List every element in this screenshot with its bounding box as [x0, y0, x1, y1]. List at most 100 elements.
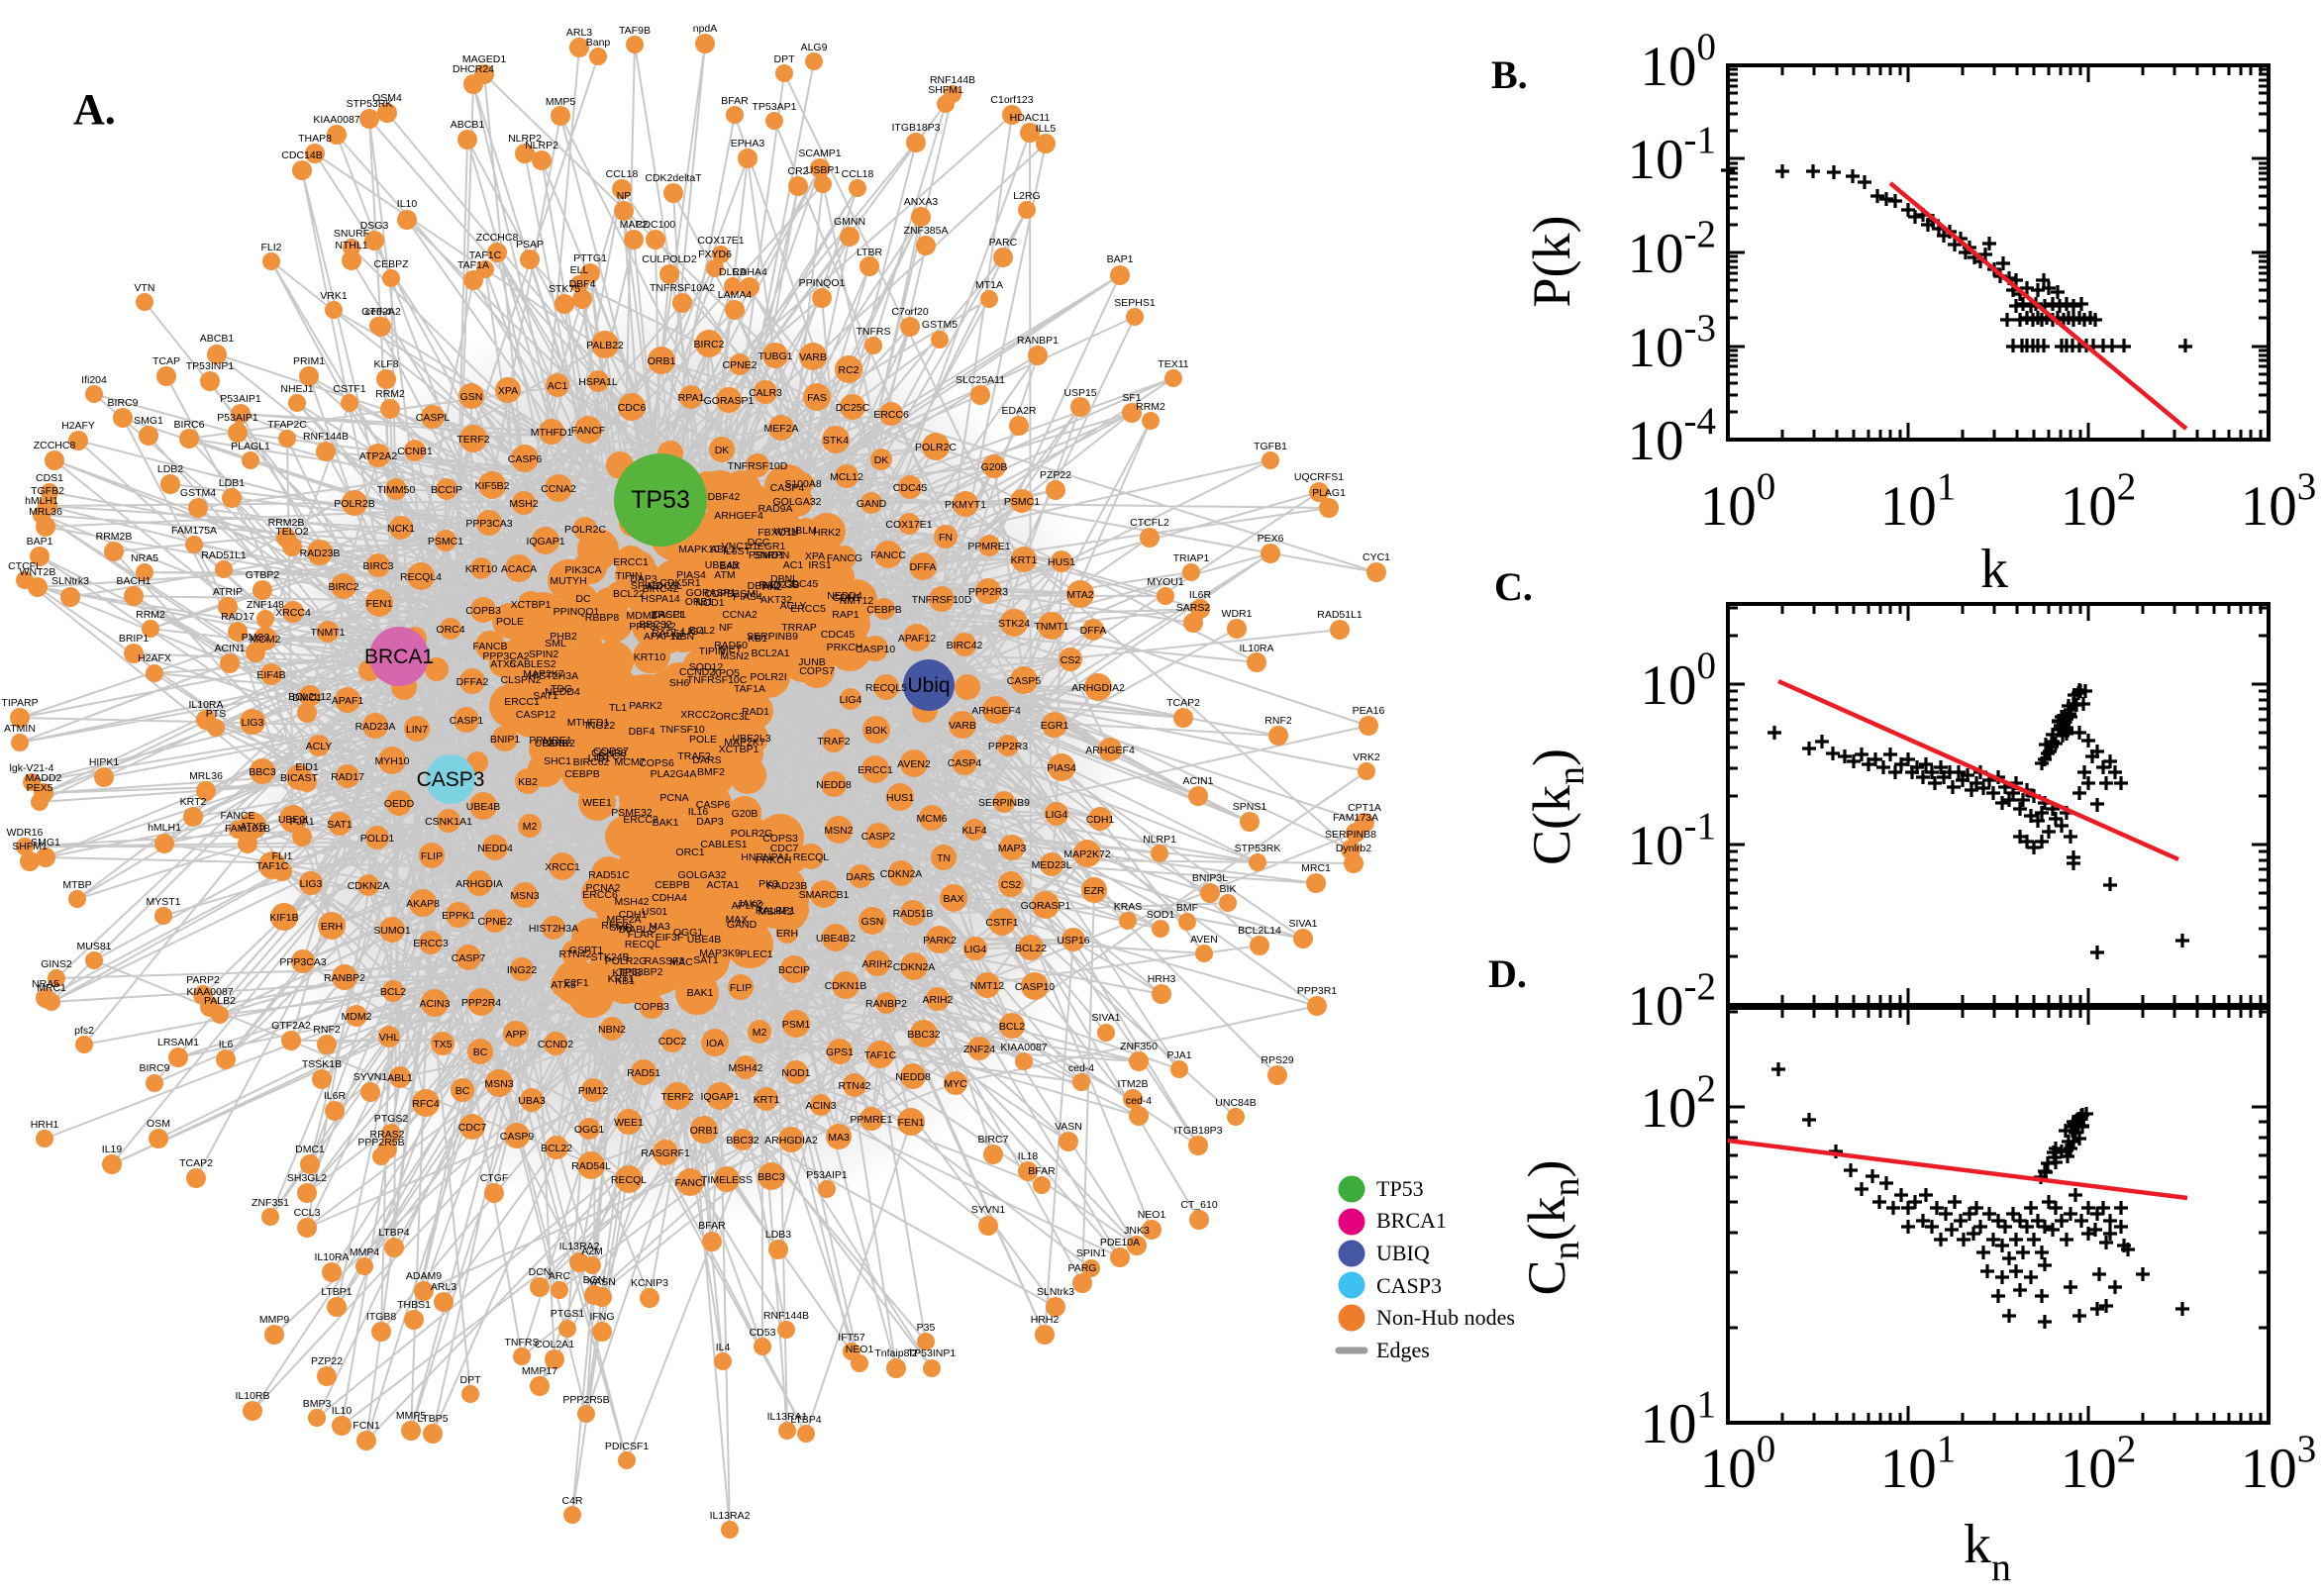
svg-text:RFC4: RFC4 [412, 1098, 440, 1110]
svg-text:VASN: VASN [1055, 1121, 1082, 1133]
svg-text:VRK2: VRK2 [1353, 751, 1380, 763]
svg-text:CASP3: CASP3 [1376, 1273, 1442, 1298]
svg-text:E2F1: E2F1 [563, 977, 588, 989]
svg-text:Banp: Banp [586, 37, 611, 49]
svg-text:BCL22: BCL22 [541, 1143, 572, 1154]
svg-text:DPT: DPT [774, 53, 796, 65]
svg-text:DARS: DARS [846, 871, 874, 883]
svg-text:ERCC1: ERCC1 [858, 764, 893, 776]
svg-text:CDKN2A: CDKN2A [893, 961, 936, 973]
svg-text:PPP3R1: PPP3R1 [1297, 985, 1337, 997]
svg-text:LDB3: LDB3 [765, 1229, 791, 1241]
svg-text:ANXA3: ANXA3 [904, 196, 939, 208]
svg-text:LTBP4: LTBP4 [790, 1414, 821, 1426]
svg-text:PZP22: PZP22 [1040, 469, 1071, 481]
svg-text:UBIQ: UBIQ [1376, 1241, 1430, 1265]
svg-text:EPHA3: EPHA3 [731, 138, 765, 150]
svg-text:MMP9: MMP9 [259, 1314, 289, 1326]
svg-text:LIG4: LIG4 [682, 626, 705, 638]
svg-text:P(k): P(k) [1522, 216, 1581, 308]
svg-text:PLAG1: PLAG1 [1312, 487, 1346, 499]
svg-text:CDC100: CDC100 [636, 219, 675, 231]
svg-text:MT1A: MT1A [975, 279, 1003, 291]
svg-text:AVEN2: AVEN2 [897, 758, 931, 770]
svg-text:CCND2: CCND2 [679, 666, 715, 678]
svg-text:UQCRFS1: UQCRFS1 [1294, 471, 1344, 483]
svg-text:Dynlrb2: Dynlrb2 [1336, 843, 1371, 854]
svg-text:LTBR: LTBR [857, 247, 882, 258]
svg-text:RALBP1: RALBP1 [756, 905, 795, 917]
svg-text:VTN: VTN [135, 282, 155, 294]
svg-text:MTA2: MTA2 [1066, 589, 1093, 601]
svg-text:PCNA: PCNA [659, 792, 688, 804]
svg-text:SLC25A11: SLC25A11 [956, 374, 1005, 386]
svg-text:TRRAP: TRRAP [781, 622, 817, 634]
svg-text:CABLES2: CABLES2 [509, 658, 556, 670]
svg-text:SEPHS1: SEPHS1 [1114, 297, 1156, 309]
svg-text:CDHA4: CDHA4 [652, 892, 687, 904]
svg-text:PDE10A: PDE10A [1100, 1237, 1140, 1248]
svg-text:TP53BP2: TP53BP2 [619, 966, 663, 978]
svg-text:101: 101 [1641, 1383, 1717, 1455]
svg-text:TNFSF10: TNFSF10 [659, 724, 705, 736]
svg-text:STK4: STK4 [823, 435, 849, 447]
svg-text:BIRC2: BIRC2 [694, 339, 725, 350]
svg-text:P35: P35 [917, 1322, 936, 1334]
svg-text:FBXO11: FBXO11 [758, 527, 797, 539]
svg-text:HRK2: HRK2 [813, 527, 841, 539]
svg-text:KB1: KB1 [615, 975, 635, 987]
svg-text:PPP3CA2: PPP3CA2 [629, 621, 675, 633]
svg-text:KIF1B: KIF1B [269, 912, 298, 924]
svg-text:GORASP1: GORASP1 [1021, 900, 1071, 912]
svg-text:CDH1: CDH1 [1086, 814, 1115, 826]
svg-text:EIF3F: EIF3F [656, 932, 684, 944]
svg-text:PIM12: PIM12 [578, 1085, 609, 1097]
svg-text:CCL18: CCL18 [606, 168, 639, 180]
svg-text:CSTF1: CSTF1 [985, 917, 1018, 929]
svg-text:FANCB: FANCB [472, 641, 507, 652]
svg-text:PK3: PK3 [758, 878, 778, 890]
svg-text:COPB3: COPB3 [465, 605, 501, 617]
svg-text:WDR1: WDR1 [1222, 608, 1253, 620]
svg-text:LIG3: LIG3 [242, 717, 264, 729]
svg-text:CLSPN2: CLSPN2 [501, 674, 542, 686]
svg-text:KLF4: KLF4 [961, 825, 986, 837]
svg-text:MTHFD1: MTHFD1 [531, 427, 573, 439]
svg-text:PSMC1: PSMC1 [428, 536, 463, 548]
svg-text:PARC: PARC [989, 237, 1018, 249]
svg-text:STK75: STK75 [549, 283, 580, 295]
svg-text:PARP2: PARP2 [186, 974, 220, 986]
svg-text:RAD23B: RAD23B [300, 548, 341, 559]
svg-text:EGR1: EGR1 [1041, 720, 1069, 732]
svg-text:GAND: GAND [857, 498, 887, 510]
svg-text:CASP4: CASP4 [948, 757, 982, 769]
svg-text:EID1: EID1 [295, 761, 319, 773]
svg-text:MEF2A: MEF2A [763, 423, 798, 435]
svg-text:NP: NP [617, 190, 632, 202]
svg-text:ABCB1: ABCB1 [200, 333, 235, 345]
svg-text:BIRC9: BIRC9 [108, 397, 139, 409]
svg-text:PPINQO1: PPINQO1 [554, 606, 600, 618]
svg-text:CASP4: CASP4 [770, 482, 805, 494]
svg-text:NEO1: NEO1 [1138, 1209, 1166, 1221]
svg-text:GORASP1: GORASP1 [704, 395, 755, 407]
svg-text:SHC1: SHC1 [544, 755, 571, 767]
svg-text:TNFRS: TNFRS [857, 326, 891, 338]
svg-text:MMP5: MMP5 [546, 96, 575, 108]
svg-text:UBE4B: UBE4B [705, 559, 739, 571]
svg-text:Non-Hub nodes: Non-Hub nodes [1376, 1305, 1515, 1330]
svg-text:MRL36: MRL36 [189, 770, 223, 782]
svg-text:PRKCH: PRKCH [756, 854, 792, 866]
svg-text:ITGB8: ITGB8 [366, 1311, 397, 1323]
svg-text:THBS1: THBS1 [397, 1299, 431, 1311]
svg-text:ced-4: ced-4 [365, 306, 391, 318]
svg-text:BCCIP: BCCIP [431, 484, 462, 496]
svg-text:MADD2: MADD2 [26, 772, 62, 784]
svg-text:C7orf20: C7orf20 [891, 306, 929, 318]
svg-text:KIAA0087: KIAA0087 [1000, 1042, 1047, 1053]
svg-text:ced-4: ced-4 [1068, 1062, 1094, 1074]
svg-text:TCAP2: TCAP2 [1166, 697, 1200, 709]
svg-text:DK: DK [874, 454, 889, 466]
svg-text:ACACA: ACACA [501, 563, 537, 575]
svg-text:TCAP2: TCAP2 [179, 1157, 213, 1169]
